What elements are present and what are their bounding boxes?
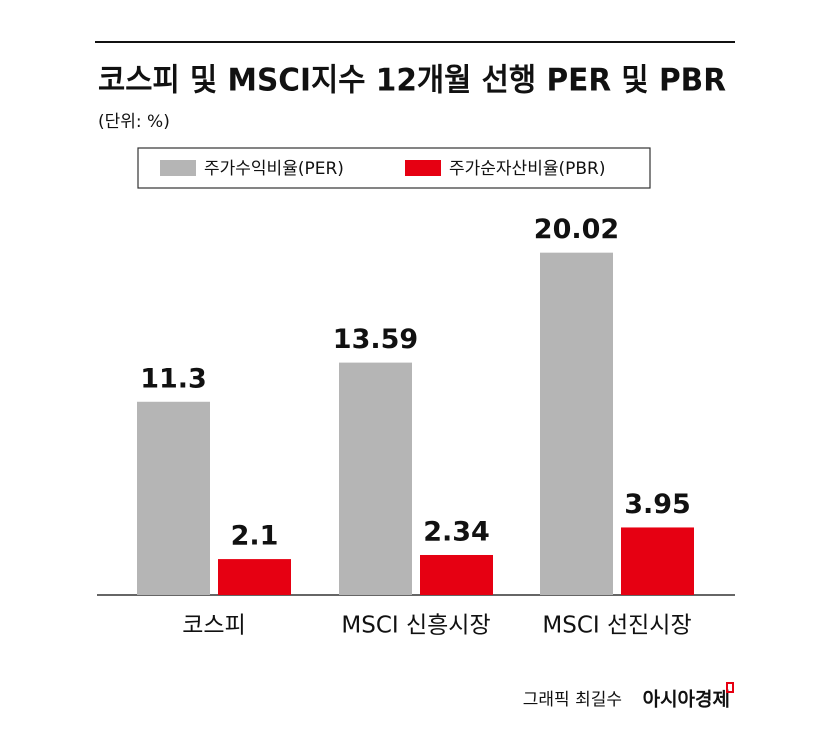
value-label: 3.95 [624,489,691,520]
legend-label: 주가수익비율(PER) [204,159,344,179]
bar [420,554,493,595]
source: 아시아경제 [643,689,730,711]
value-label: 11.3 [140,363,207,394]
chart-title: 코스피 및 MSCI지수 12개월 선행 PER 및 PBR [98,63,726,99]
legend-swatch [405,160,441,176]
bar [540,252,613,595]
bar [218,559,291,595]
x-tick-label: 코스피 [182,613,245,639]
credit: 그래픽 최길수 [523,690,622,710]
legend-box [137,147,651,189]
legend-label: 주가순자산비율(PBR) [449,159,605,179]
x-tick-label: MSCI 선진시장 [542,613,691,639]
bar [621,527,694,595]
bar [137,401,210,595]
logo-mark [726,682,734,693]
value-label: 2.1 [231,521,279,552]
bar [339,362,412,595]
x-tick-label: MSCI 신흥시장 [341,613,490,639]
value-label: 2.34 [423,516,490,547]
value-label: 13.59 [333,324,418,355]
chart-subtitle: (단위: %) [98,112,170,132]
value-label: 20.02 [534,214,619,245]
legend-swatch [160,160,196,176]
